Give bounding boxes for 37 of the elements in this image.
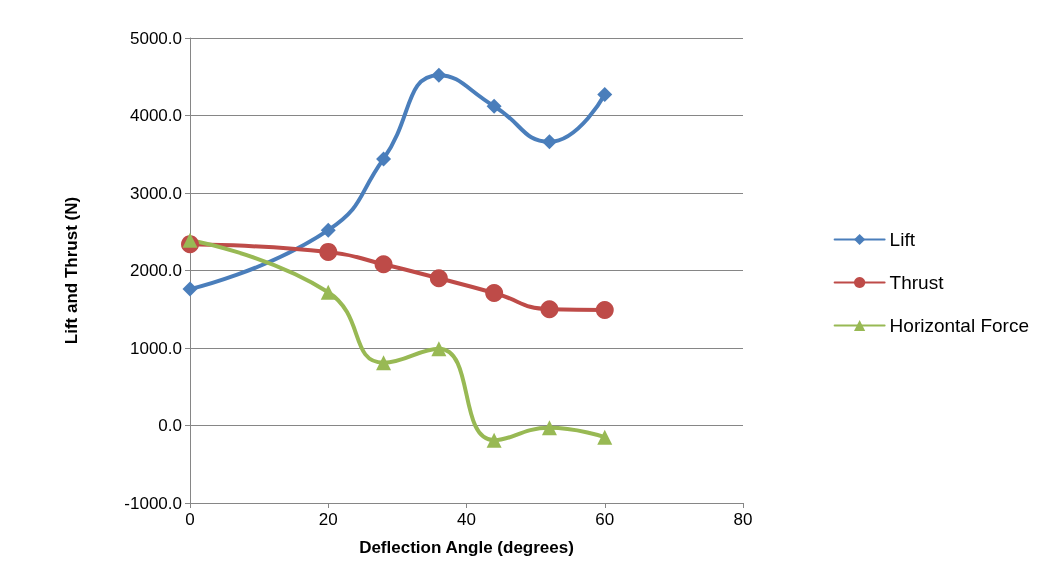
legend-label: Thrust: [889, 272, 945, 293]
point: [429, 269, 448, 288]
y-axis-title: Lift and Thrust (N): [62, 196, 81, 345]
point: [182, 232, 198, 248]
point: [541, 134, 557, 150]
point: [320, 222, 336, 238]
point: [597, 429, 613, 445]
y-tick-label: 0.0: [158, 416, 182, 435]
point: [540, 300, 559, 319]
point: [376, 355, 392, 371]
point: [597, 87, 613, 103]
x-tick-label: 0: [185, 510, 195, 529]
point: [320, 284, 336, 300]
y-tick-label: 1000.0: [130, 338, 182, 358]
point: [182, 281, 198, 297]
legend-label: Lift: [889, 229, 916, 250]
x-tick-label: 20: [318, 510, 338, 529]
legend-label: Horizontal Force: [889, 315, 1030, 336]
y-tick-label: 5000.0: [130, 28, 182, 48]
point: [431, 67, 447, 83]
x-tick-label: 40: [457, 510, 476, 529]
point: [541, 420, 557, 436]
y-tick-label: -1000.0: [124, 493, 182, 513]
point: [485, 283, 504, 302]
x-tick-label: 80: [733, 510, 753, 529]
y-tick-label: 3000.0: [130, 183, 182, 203]
x-axis-title: Deflection Angle (degrees): [359, 538, 574, 557]
point: [319, 242, 338, 261]
x-tick-label: 60: [595, 510, 615, 529]
y-tick-label: 2000.0: [130, 261, 182, 280]
point: [374, 255, 393, 274]
point: [486, 432, 502, 448]
y-tick-label: 4000.0: [130, 106, 182, 125]
point: [595, 301, 614, 320]
point: [431, 341, 447, 357]
point: [486, 98, 502, 114]
point: [376, 151, 392, 167]
